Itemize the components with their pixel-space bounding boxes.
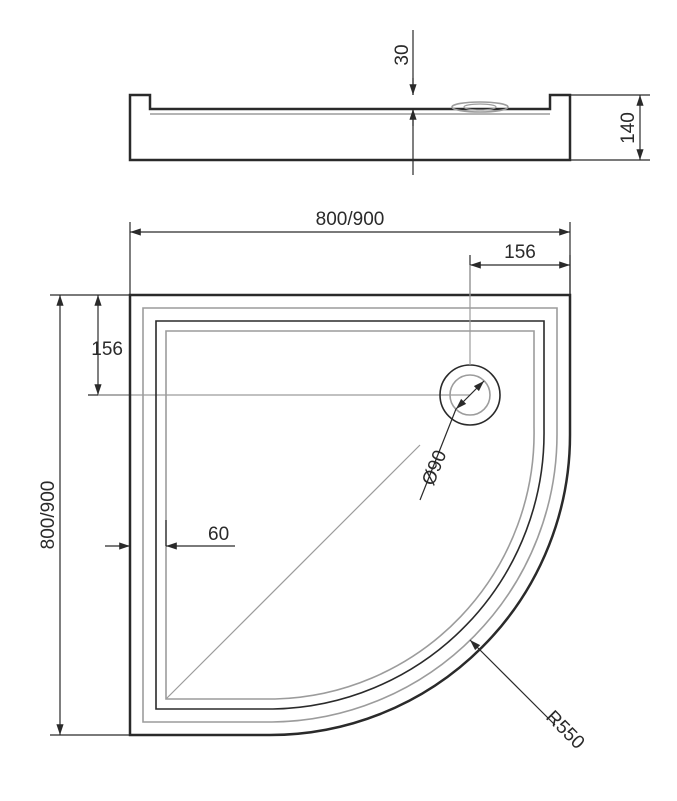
dim-r550-label: R550 xyxy=(541,707,588,754)
fold-line xyxy=(166,445,420,699)
dim-wall-thickness: 60 xyxy=(105,520,235,546)
dim-corner-radius: R550 xyxy=(470,640,588,754)
side-elevation: 30 140 xyxy=(130,30,650,175)
dim-60-label: 60 xyxy=(208,524,229,545)
plan-view: 800/900 156 800/900 156 xyxy=(38,209,588,754)
dim-width-label: 800/900 xyxy=(316,209,385,230)
dim-156y-label: 156 xyxy=(91,339,123,360)
dim-drain-offset-y: 156 xyxy=(88,295,470,395)
dim-overall-height: 140 xyxy=(570,95,650,160)
dim-drain-dia-label: Ø90 xyxy=(418,447,451,488)
drain: Ø90 xyxy=(418,265,500,500)
dim-drain-offset-x: 156 xyxy=(470,242,570,295)
dim-156x-label: 156 xyxy=(504,242,536,263)
dim-140-label: 140 xyxy=(618,112,639,144)
dim-overall-depth: 800/900 xyxy=(38,295,130,735)
dim-30-label: 30 xyxy=(392,44,413,65)
technical-drawing: 30 140 800/900 156 xyxy=(0,0,677,801)
dim-depth-label: 800/900 xyxy=(38,481,59,550)
dim-rim-height: 30 xyxy=(392,30,413,175)
